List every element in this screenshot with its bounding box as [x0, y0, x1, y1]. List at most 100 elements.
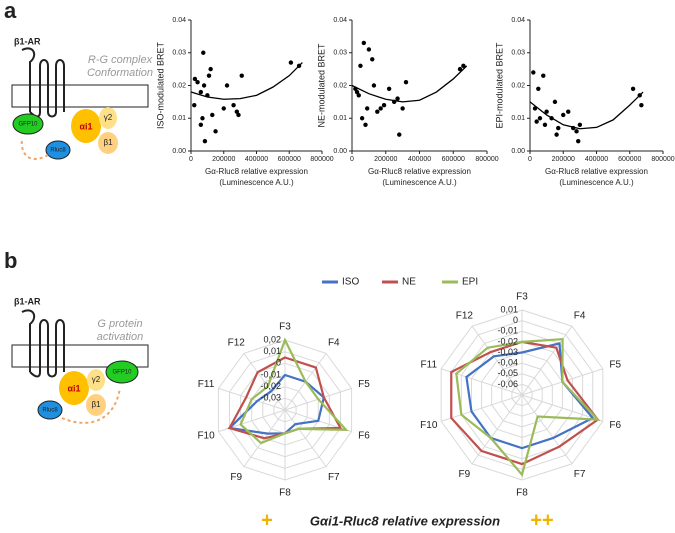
- category-label: F8: [516, 488, 528, 499]
- receptor-label: β1-AR: [14, 36, 41, 46]
- point: [541, 73, 546, 78]
- bottom-label: Gαi1-Rluc8 relative expression: [310, 513, 500, 528]
- y-tick-label: 0.04: [172, 17, 186, 24]
- y-tick-label: 0.00: [333, 148, 347, 155]
- y-tick-label: 0.04: [333, 17, 347, 24]
- x-tick-label: 600000: [278, 156, 301, 163]
- spoke: [243, 353, 286, 411]
- point: [202, 138, 208, 144]
- r-tick-label: 0,02: [263, 334, 281, 344]
- series-line: [455, 337, 601, 477]
- alpha: [59, 371, 89, 405]
- diagram: β1-AR R-G complex Conformation GFP10 αi1…: [11, 36, 153, 160]
- y-tick-label: 0.00: [511, 148, 525, 155]
- point: [639, 102, 644, 108]
- point: [210, 112, 215, 118]
- category-label: F9: [459, 469, 471, 480]
- point: [630, 86, 636, 91]
- category-label: F5: [358, 379, 370, 390]
- point: [356, 93, 361, 98]
- r-tick-label: -0,02: [497, 336, 518, 346]
- point: [200, 116, 205, 121]
- r-tick-label: 0: [513, 315, 518, 325]
- beta: [86, 394, 106, 416]
- point: [201, 83, 207, 88]
- x-tick-label: 600000: [442, 156, 465, 163]
- point: [381, 102, 387, 108]
- legend-label: NE: [402, 277, 416, 288]
- membrane: [11, 84, 149, 108]
- fit-curve: [351, 65, 468, 103]
- point: [386, 86, 392, 91]
- diagram: β1-AR G protein activation αi1 γ2 β1 GFP…: [11, 296, 149, 424]
- point: [198, 89, 204, 95]
- gamma: [87, 369, 105, 391]
- r-tick-label: -0,06: [497, 379, 518, 389]
- point: [391, 99, 397, 105]
- point: [542, 122, 548, 128]
- category-label: F11: [198, 379, 215, 390]
- point: [213, 129, 218, 134]
- fit-curve: [529, 91, 644, 130]
- point: [359, 116, 365, 121]
- point: [577, 122, 583, 128]
- point: [205, 93, 210, 98]
- point: [576, 138, 581, 144]
- point: [544, 109, 549, 114]
- r-tick-label: -0,03: [260, 393, 281, 403]
- point: [296, 63, 302, 69]
- series-line: [450, 340, 600, 466]
- y-tick-label: 0.02: [333, 82, 347, 89]
- y-tick-label: 0.02: [511, 82, 525, 89]
- beta-label: β1: [91, 400, 101, 409]
- point: [371, 83, 377, 88]
- x-axis-label: (Luminescence A.U.): [559, 178, 634, 187]
- x-tick-label: 0: [528, 156, 532, 163]
- y-axis-label: ISO-modulated BRET: [155, 41, 165, 129]
- point: [375, 109, 380, 114]
- x-axis-label: Gα-Rluc8 relative expression: [205, 167, 308, 176]
- low-marker: +: [261, 509, 273, 531]
- point: [288, 60, 294, 65]
- point: [400, 106, 405, 111]
- alpha-label: αi1: [67, 383, 80, 393]
- category-label: F8: [279, 488, 291, 499]
- category-label: F9: [230, 472, 242, 483]
- point: [378, 106, 383, 111]
- beta: [98, 132, 118, 154]
- bret-arrow: [20, 137, 49, 160]
- panel-label: b: [4, 248, 17, 273]
- point: [536, 86, 541, 91]
- category-label: F7: [574, 469, 586, 480]
- point: [364, 106, 370, 111]
- point: [556, 125, 561, 131]
- spoke: [284, 409, 327, 467]
- point: [395, 96, 400, 101]
- r-tick-label: -0,05: [497, 368, 518, 378]
- point: [363, 122, 368, 128]
- point: [201, 50, 206, 55]
- y-tick-label: 0.03: [172, 50, 186, 57]
- y-tick-label: 0.03: [511, 50, 525, 57]
- point: [236, 112, 241, 118]
- caption: Conformation: [87, 67, 153, 79]
- spoke: [521, 325, 573, 396]
- point: [221, 106, 226, 111]
- point: [403, 80, 409, 85]
- y-tick-label: 0.03: [333, 50, 347, 57]
- caption: activation: [97, 331, 143, 343]
- point: [561, 112, 566, 118]
- category-label: F4: [574, 310, 586, 321]
- x-tick-label: 0: [189, 156, 193, 163]
- point: [239, 73, 244, 78]
- category-label: F12: [456, 310, 474, 321]
- y-tick-label: 0.01: [511, 115, 525, 122]
- y-tick-label: 0.04: [511, 17, 525, 24]
- category-label: F3: [279, 322, 291, 333]
- y-tick-label: 0.01: [333, 115, 347, 122]
- high-marker: ++: [530, 509, 553, 531]
- x-axis-label: (Luminescence A.U.): [382, 178, 457, 187]
- spoke: [441, 394, 523, 422]
- r-tick-label: -0,04: [497, 358, 518, 368]
